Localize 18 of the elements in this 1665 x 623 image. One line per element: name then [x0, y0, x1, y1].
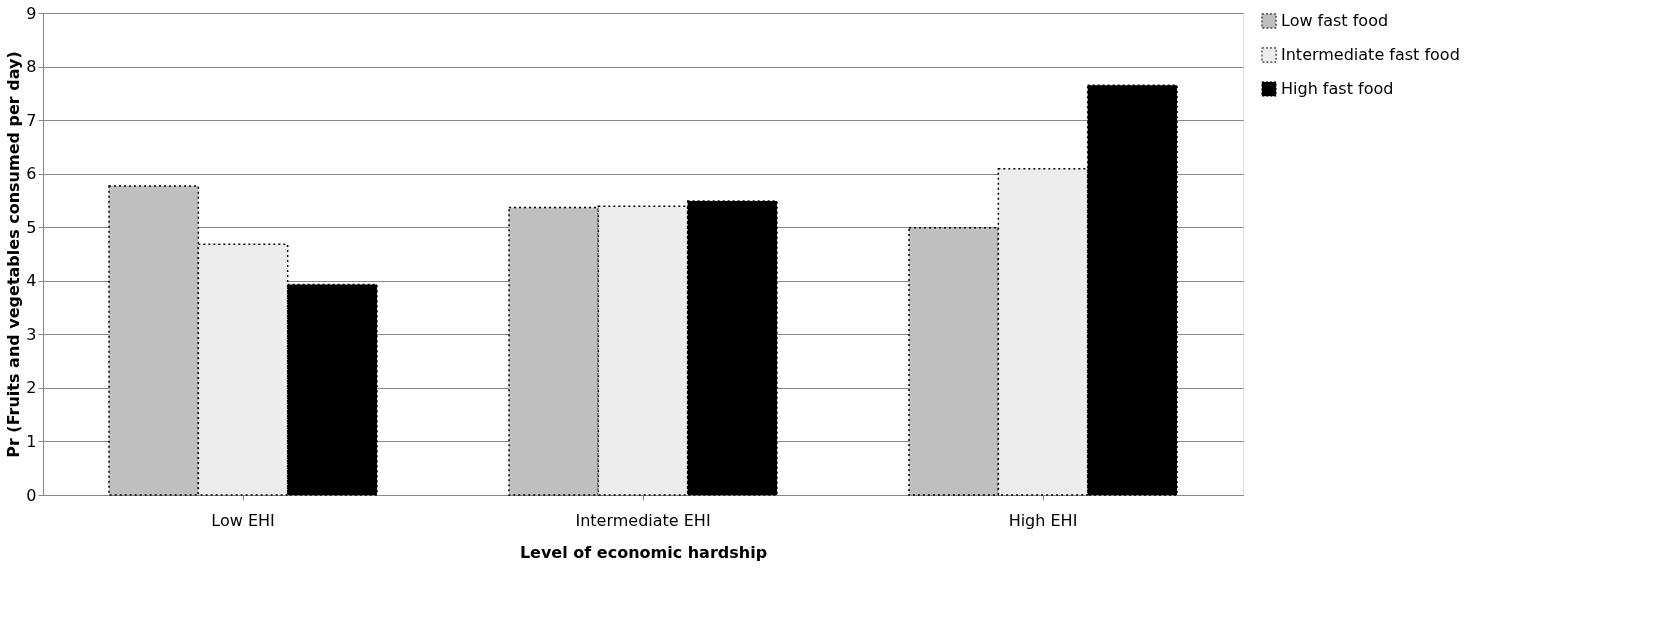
y-tick-label: 6: [26, 164, 37, 184]
y-tick-label: 5: [26, 217, 37, 237]
y-tick-label: 8: [26, 57, 37, 77]
y-tick-label: 4: [26, 271, 37, 291]
x-axis-title: Level of economic hardship: [519, 542, 768, 562]
y-tick-label: 9: [26, 3, 37, 23]
y-axis-title: Pr (Fruits and vegetables consumed per day): [4, 51, 24, 458]
legend-label: Low fast food: [1281, 11, 1389, 30]
legend-label: Intermediate fast food: [1281, 45, 1460, 64]
y-tick-label: 7: [26, 110, 37, 130]
x-tick-label: Low EHI: [211, 510, 275, 530]
y-tick-label: 1: [26, 431, 37, 451]
legend-label: High fast food: [1281, 79, 1394, 98]
x-tick-label: Intermediate EHI: [575, 510, 711, 530]
y-tick-label: 2: [26, 378, 37, 398]
y-tick-label: 0: [26, 485, 37, 505]
x-tick-label: High EHI: [1008, 510, 1078, 530]
y-tick-label: 3: [26, 324, 37, 344]
